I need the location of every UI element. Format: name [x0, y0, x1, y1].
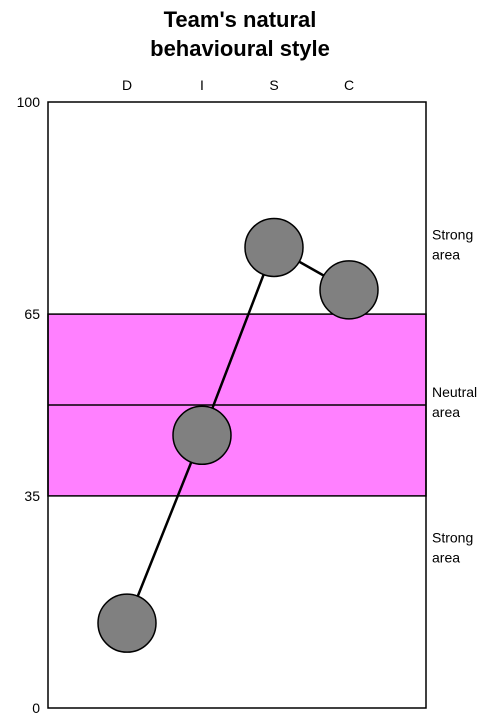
data-point-i	[172, 405, 232, 466]
y-tick-label-65: 65	[24, 306, 40, 322]
series-line	[125, 246, 350, 624]
category-label-d: D	[122, 77, 132, 93]
data-point-d	[97, 593, 157, 653]
category-label-s: S	[269, 77, 278, 93]
chart-title-line-2: behavioural style	[150, 36, 330, 61]
zone-label-2-line-1: area	[432, 549, 460, 565]
zone-label-0-line-0: Strong	[432, 226, 473, 242]
category-label-c: C	[344, 77, 354, 93]
data-point-s	[244, 217, 304, 278]
chart-title-line-1: Team's natural	[164, 7, 317, 32]
y-tick-label-35: 35	[24, 488, 40, 504]
zone-label-1-line-0: Neutral	[432, 384, 477, 400]
zone-label-2-line-0: Strong	[432, 529, 473, 545]
zone-label-1-line-1: area	[432, 404, 460, 420]
zone-label-0-line-1: area	[432, 246, 460, 262]
plot-frame	[47, 101, 427, 709]
y-tick-label-100: 100	[17, 94, 41, 110]
y-tick-label-0: 0	[32, 700, 40, 713]
category-label-i: I	[200, 77, 204, 93]
data-point-c	[319, 260, 379, 320]
plot-area: 100 65 35 0 D I S C Strong area Neutral area Strong a…	[17, 77, 478, 713]
